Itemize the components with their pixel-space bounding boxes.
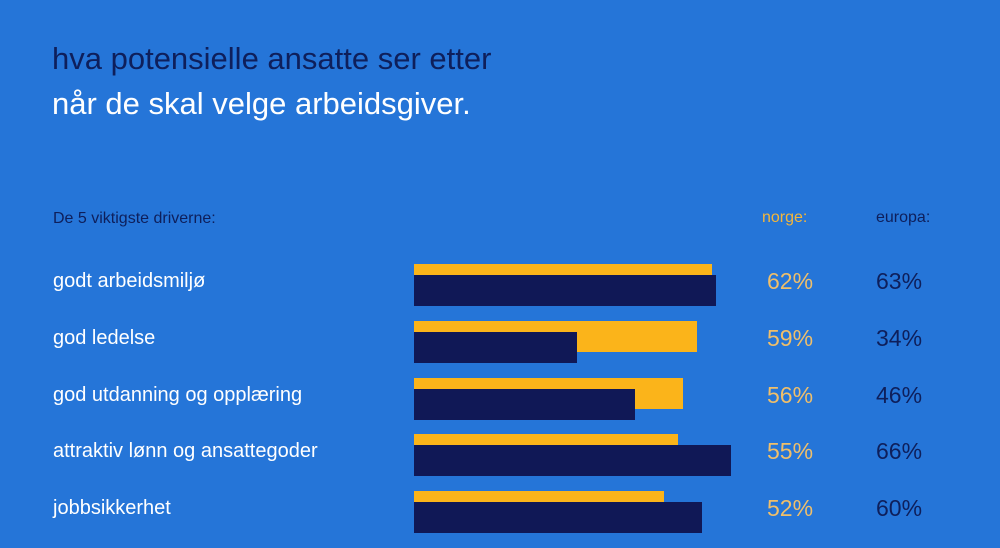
- legend-norge: norge:: [762, 209, 808, 226]
- bar-europa: [414, 275, 717, 306]
- chart-subtitle: De 5 viktigste driverne:: [53, 210, 216, 227]
- bar-row: attraktiv lønn og ansattegoder 55% 66%: [0, 434, 1000, 491]
- bar-row: god utdanning og opplæring 56% 46%: [0, 378, 1000, 435]
- bar-row: god ledelse 59% 34%: [0, 321, 1000, 378]
- category-label: jobbsikkerhet: [53, 497, 171, 519]
- legend-europa: europa:: [876, 209, 931, 226]
- bar-row: jobbsikkerhet 52% 60%: [0, 491, 1000, 548]
- bar-row: godt arbeidsmiljø 62% 63%: [0, 264, 1000, 321]
- category-label: godt arbeidsmiljø: [53, 270, 206, 292]
- value-label-europa: 63%: [876, 268, 923, 294]
- value-label-europa: 34%: [876, 325, 923, 351]
- value-label-norge: 56%: [767, 382, 814, 408]
- value-label-norge: 62%: [767, 268, 814, 294]
- category-label: god ledelse: [53, 327, 156, 349]
- value-label-europa: 60%: [876, 495, 923, 521]
- bar-europa: [414, 502, 702, 533]
- title-line-1: hva potensielle ansatte ser etter: [52, 41, 492, 76]
- category-label: god utdanning og opplæring: [53, 384, 303, 406]
- value-label-norge: 55%: [767, 438, 814, 464]
- value-label-norge: 59%: [767, 325, 814, 351]
- bar-europa: [414, 332, 578, 363]
- bar-europa: [414, 389, 635, 420]
- value-label-europa: 46%: [876, 382, 923, 408]
- title-line-2: når de skal velge arbeidsgiver.: [52, 86, 471, 121]
- bar-europa: [414, 445, 731, 476]
- value-label-europa: 66%: [876, 438, 923, 464]
- value-label-norge: 52%: [767, 495, 814, 521]
- category-label: attraktiv lønn og ansattegoder: [53, 440, 318, 462]
